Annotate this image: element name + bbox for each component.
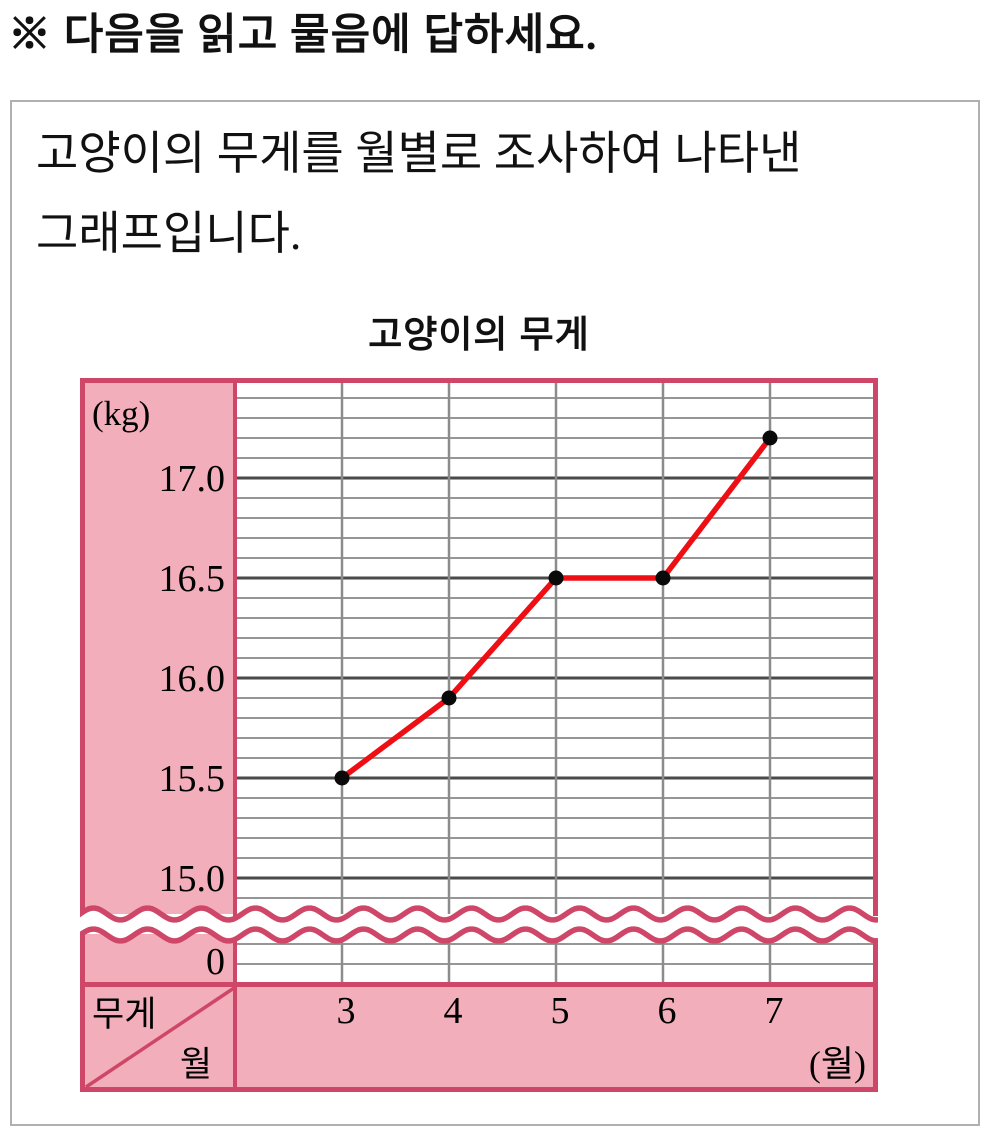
content-box: 고양이의 무게를 월별로 조사하여 나타낸 그래프입니다. 고양이의 무게 xyxy=(10,100,980,1126)
y-axis-band-upper xyxy=(80,378,235,914)
description-line-1: 고양이의 무게를 월별로 조사하여 나타낸 xyxy=(36,128,802,179)
header-row-label: 무게 xyxy=(92,995,156,1034)
data-point xyxy=(441,690,457,706)
data-point xyxy=(655,570,671,586)
x-tick-label: 3 xyxy=(337,990,356,1032)
description-line-2: 그래프입니다. xyxy=(36,208,302,259)
header-col-label: 월 xyxy=(180,1045,212,1084)
chart-title: 고양이의 무게 xyxy=(368,314,590,355)
y-tick-label: 17.0 xyxy=(159,458,226,500)
x-tick-label: 4 xyxy=(444,990,463,1032)
header-diagonal-line xyxy=(85,986,235,1089)
axis-break-wavy-line xyxy=(80,905,878,923)
description-text: 고양이의 무게를 월별로 조사하여 나타낸 그래프입니다. xyxy=(36,114,801,274)
data-series-layer xyxy=(334,430,778,786)
x-tick-label: 6 xyxy=(658,990,677,1032)
y-axis-band-lower xyxy=(80,934,235,982)
x-axis-unit-label: (월) xyxy=(809,1044,866,1084)
data-point xyxy=(762,430,778,446)
x-tick-labels: 3 4 5 6 7 xyxy=(337,990,784,1032)
grid-layer xyxy=(235,381,875,984)
y-tick-label: 16.0 xyxy=(159,658,226,700)
instruction-text: ※ 다음을 읽고 물음에 답하세요. xyxy=(8,12,598,59)
axis-break-gap xyxy=(80,908,878,941)
axis-break-wavy-line xyxy=(80,926,878,944)
data-point xyxy=(334,770,350,786)
axis-break-wave xyxy=(80,905,878,944)
x-axis-table: 무게 월 (월) xyxy=(80,982,878,1092)
y-axis-zero-label: 0 xyxy=(206,941,225,983)
chart-frame xyxy=(80,378,878,984)
y-axis-unit-label: (kg) xyxy=(92,394,150,433)
data-point xyxy=(548,570,564,586)
y-tick-label: 15.0 xyxy=(159,858,226,900)
x-tick-label: 5 xyxy=(551,990,570,1032)
y-tick-labels: 17.0 16.5 16.0 15.5 15.0 xyxy=(159,458,226,900)
y-tick-label: 15.5 xyxy=(159,758,226,800)
x-tick-label: 7 xyxy=(765,990,784,1032)
y-tick-label: 16.5 xyxy=(159,558,226,600)
weight-chart: 무게 월 (월) (kg) 0 17.0 16.5 16.0 15.5 15.0 3 4 5… xyxy=(80,378,878,1092)
